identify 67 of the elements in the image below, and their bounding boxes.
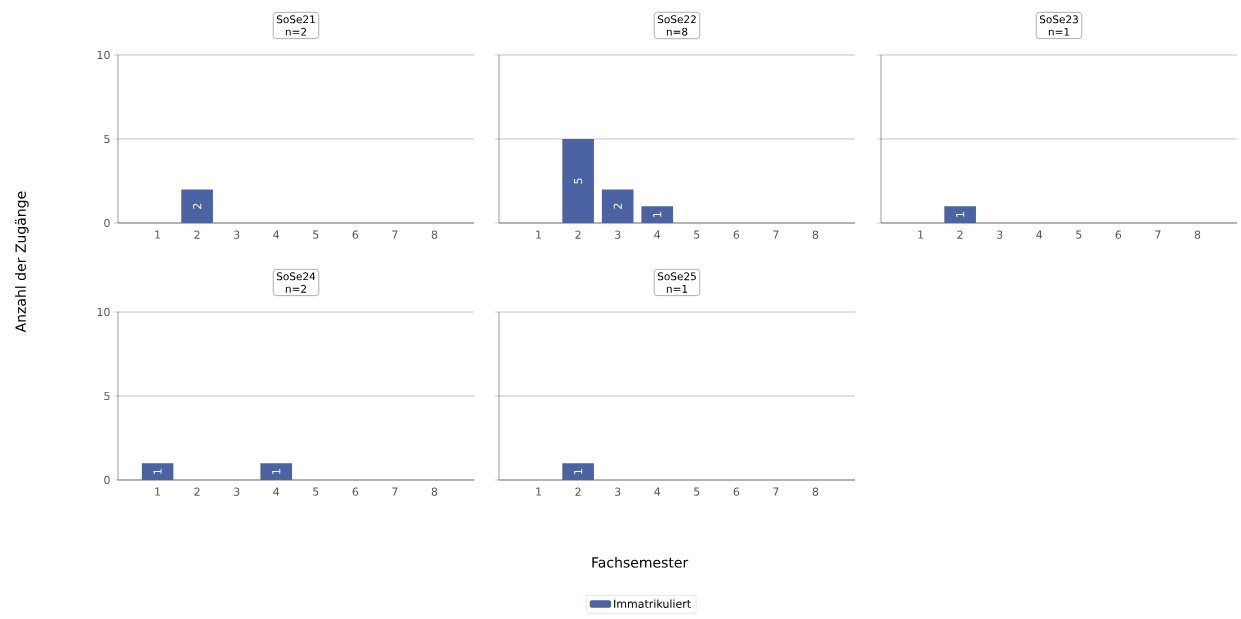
data-label: 2 xyxy=(613,203,622,209)
y-tick-label: 5 xyxy=(104,391,110,401)
x-tick-label: 2 xyxy=(194,487,200,496)
chart-subtitle: n=2 xyxy=(285,27,307,36)
x-tick-label: 6 xyxy=(733,487,740,496)
x-tick-label: 2 xyxy=(575,487,581,496)
data-label: 1 xyxy=(956,212,965,217)
x-tick-label: 2 xyxy=(957,230,963,239)
x-tick-label: 6 xyxy=(352,230,359,239)
x-tick-label: 6 xyxy=(733,230,740,239)
x-tick-label: 7 xyxy=(773,230,779,239)
x-tick-label: 3 xyxy=(234,487,240,496)
data-label: 2 xyxy=(193,203,202,209)
x-axis-title: Fachsemester xyxy=(592,556,689,568)
x-tick-label: 1 xyxy=(918,230,924,239)
x-tick-label: 6 xyxy=(352,487,359,496)
x-tick-label: 8 xyxy=(1194,230,1201,239)
chart-subtitle: n=2 xyxy=(285,284,307,293)
x-tick-label: 2 xyxy=(194,230,200,239)
y-axis-title: Anzahl der Zugänge xyxy=(15,191,29,333)
x-tick-label: 1 xyxy=(536,230,542,239)
x-tick-label: 5 xyxy=(694,230,700,239)
x-tick-label: 4 xyxy=(273,487,280,496)
chart-title: SoSe21 xyxy=(276,15,315,24)
chart-title: SoSe23 xyxy=(1039,15,1078,24)
x-tick-label: 7 xyxy=(392,230,398,239)
x-tick-label: 1 xyxy=(155,230,161,239)
legend-label: Immatrikuliert xyxy=(614,599,691,608)
data-label: 5 xyxy=(574,178,583,184)
x-tick-label: 4 xyxy=(273,230,280,239)
x-tick-label: 2 xyxy=(575,230,581,239)
y-tick-label: 0 xyxy=(104,218,110,228)
x-tick-label: 1 xyxy=(536,487,542,496)
x-tick-label: 7 xyxy=(773,487,779,496)
data-label: 1 xyxy=(153,469,162,474)
data-label: 1 xyxy=(574,469,583,474)
x-tick-label: 3 xyxy=(615,487,621,496)
x-tick-label: 5 xyxy=(694,487,700,496)
x-tick-label: 7 xyxy=(1155,230,1161,239)
x-tick-label: 7 xyxy=(392,487,398,496)
y-tick-label: 0 xyxy=(104,475,110,485)
chart-title: SoSe22 xyxy=(657,15,696,24)
chart-subtitle: n=1 xyxy=(1048,27,1070,36)
x-tick-label: 4 xyxy=(654,230,661,239)
x-tick-label: 3 xyxy=(997,230,1003,239)
x-tick-label: 8 xyxy=(812,487,819,496)
x-tick-label: 4 xyxy=(1036,230,1043,239)
x-tick-label: 5 xyxy=(1076,230,1082,239)
chart-title: SoSe25 xyxy=(657,272,696,281)
data-label: 1 xyxy=(653,212,662,217)
x-tick-label: 3 xyxy=(615,230,621,239)
y-tick-label: 10 xyxy=(97,50,110,60)
x-tick-label: 1 xyxy=(155,487,161,496)
chart-subtitle: n=8 xyxy=(666,27,688,36)
x-tick-label: 6 xyxy=(1115,230,1122,239)
chart-subtitle: n=1 xyxy=(666,284,688,293)
y-tick-label: 10 xyxy=(97,307,110,317)
x-tick-label: 5 xyxy=(313,230,319,239)
x-tick-label: 8 xyxy=(431,487,438,496)
x-tick-label: 5 xyxy=(313,487,319,496)
x-tick-label: 8 xyxy=(431,230,438,239)
chart-title: SoSe24 xyxy=(276,272,316,281)
x-tick-label: 4 xyxy=(654,487,661,496)
y-tick-label: 5 xyxy=(104,134,110,144)
x-tick-label: 8 xyxy=(812,230,819,239)
data-label: 1 xyxy=(272,469,281,474)
x-tick-label: 3 xyxy=(234,230,240,239)
